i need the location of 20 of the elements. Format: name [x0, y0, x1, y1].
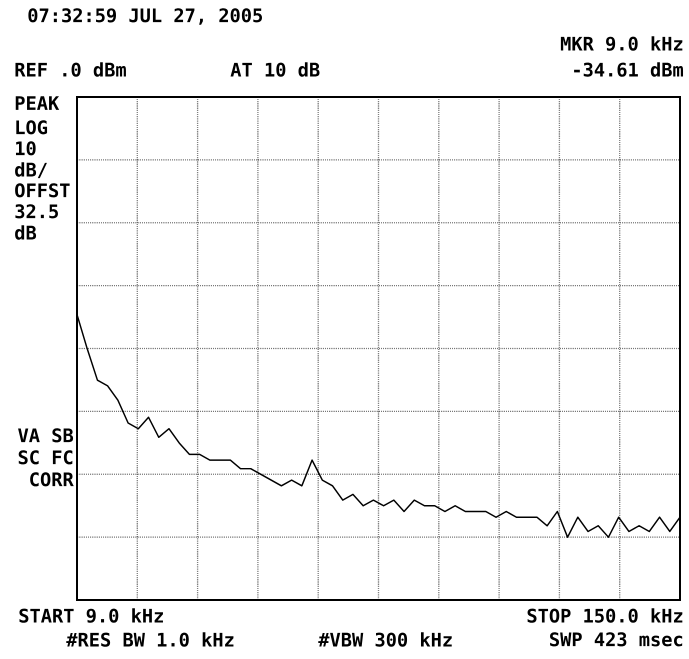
text: VA SB — [18, 428, 74, 442]
text: #VBW 300 kHz — [318, 632, 452, 647]
text: CORR — [30, 472, 74, 486]
text: dB — [15, 225, 36, 240]
text: START 9.0 kHz — [19, 608, 163, 623]
text: 10 — [16, 141, 36, 156]
text: -34.61 dBm — [574, 62, 684, 77]
text: #RES BW 1.0 kHz — [66, 632, 234, 647]
text: dB/ — [15, 162, 47, 178]
text: SC FC — [18, 450, 72, 464]
text: 32.5 — [15, 204, 58, 218]
text: LOG — [16, 120, 48, 134]
text: STOP 150.0 kHz — [528, 608, 682, 623]
chart-title: 07:32:59 JUL 27, 2005 — [28, 8, 262, 25]
text: REF .0 dBm — [15, 62, 126, 77]
text: SWP 423 msec — [550, 632, 682, 646]
text: AT 10 dB — [230, 62, 320, 77]
text: PEAK — [16, 96, 60, 110]
text: OFFST — [15, 183, 70, 198]
text: MKR 9.0 kHz — [560, 36, 682, 51]
